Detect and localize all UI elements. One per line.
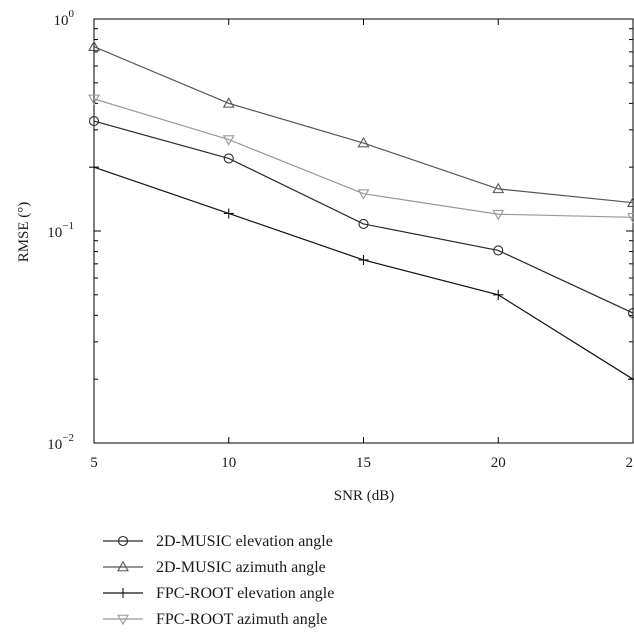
triangle-down-marker xyxy=(357,189,370,200)
triangle-up-marker xyxy=(627,196,634,207)
plus-marker xyxy=(358,254,369,265)
x-axis-label: SNR (dB) xyxy=(334,488,394,504)
legend: 2D-MUSIC elevation angle 2D-MUSIC azimuth… xyxy=(103,533,334,628)
legend-label: 2D-MUSIC azimuth angle xyxy=(156,559,326,576)
circle-marker xyxy=(117,535,129,547)
plot-frame xyxy=(93,18,634,444)
plus-marker xyxy=(223,208,234,219)
y-tick-label: 100 xyxy=(54,8,75,29)
circle-marker xyxy=(493,245,504,256)
circle-marker xyxy=(88,116,100,127)
circle-marker xyxy=(627,308,634,319)
triangle-down-marker xyxy=(117,614,129,626)
plus-marker xyxy=(118,588,128,598)
triangle-up-marker xyxy=(117,560,129,572)
series-line xyxy=(93,98,634,218)
x-tick-label: 20 xyxy=(491,455,506,471)
plus-marker xyxy=(628,374,634,385)
series-line xyxy=(93,46,634,204)
legend-item: 2D-MUSIC azimuth angle xyxy=(103,559,326,576)
series-line xyxy=(93,120,634,314)
plus-marker xyxy=(89,162,99,173)
x-tick-label: 25 xyxy=(626,455,634,471)
legend-item: FPC-ROOT azimuth angle xyxy=(103,611,327,628)
y-tick-label: 10−1 xyxy=(47,220,74,241)
triangle-up-marker xyxy=(222,97,235,108)
legend-item: FPC-ROOT elevation angle xyxy=(103,585,334,602)
legend-label: FPC-ROOT elevation angle xyxy=(156,585,334,602)
legend-label: FPC-ROOT azimuth angle xyxy=(156,611,327,628)
y-axis-label: RMSE (°) xyxy=(16,202,32,263)
triangle-up-marker xyxy=(88,40,100,52)
triangle-down-marker xyxy=(222,135,235,146)
y-tick-label: 10−2 xyxy=(47,432,74,453)
legend-item: 2D-MUSIC elevation angle xyxy=(103,533,333,550)
triangle-up-marker xyxy=(492,182,505,194)
legend-label: 2D-MUSIC elevation angle xyxy=(156,533,333,550)
plus-marker xyxy=(493,289,504,300)
triangle-down-marker xyxy=(627,213,634,224)
series-3 xyxy=(89,162,634,385)
circle-marker xyxy=(358,218,369,229)
series-1 xyxy=(88,116,634,319)
x-tick-label: 10 xyxy=(221,455,236,471)
x-tick-label: 15 xyxy=(356,455,371,471)
triangle-up-marker xyxy=(357,136,370,148)
series-2 xyxy=(88,40,634,207)
series-4 xyxy=(88,94,634,224)
x-tick-label: 5 xyxy=(90,455,98,471)
triangle-down-marker xyxy=(88,94,100,105)
triangle-down-marker xyxy=(492,209,505,221)
circle-marker xyxy=(223,153,234,164)
